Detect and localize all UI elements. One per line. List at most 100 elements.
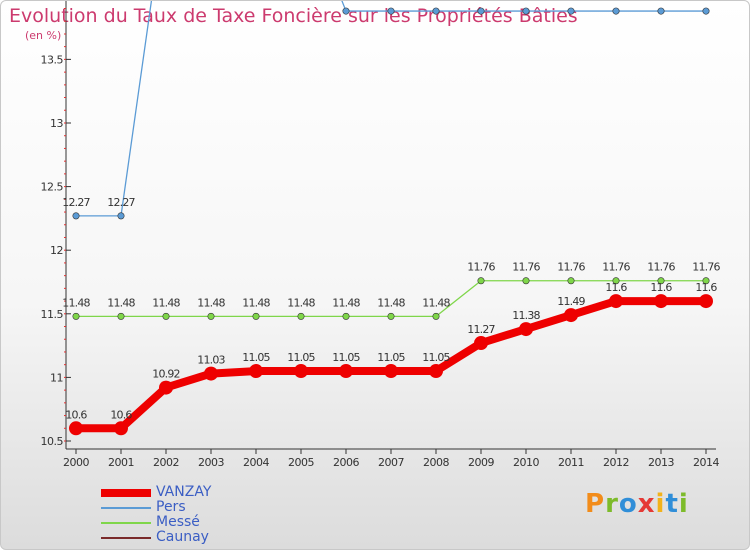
data-label: 11.05 [332, 351, 360, 364]
data-point [657, 277, 665, 285]
legend-swatch [101, 489, 151, 497]
x-tick-label: 2003 [198, 456, 224, 469]
data-label: 11.6 [605, 281, 627, 294]
data-label: 11.48 [332, 296, 360, 309]
data-point [474, 336, 488, 351]
legend-swatch [101, 522, 151, 524]
data-label: 11.27 [467, 323, 495, 336]
logo-letter: o [618, 489, 638, 519]
data-label: 11.76 [467, 261, 495, 274]
unit-label: (en %) [25, 29, 62, 42]
y-tick-label: 11.5 [41, 308, 64, 321]
data-label: 11.48 [152, 296, 180, 309]
data-point [522, 277, 530, 285]
data-label: 13.88 [467, 1, 495, 4]
data-label: 11.76 [512, 261, 540, 274]
legend-swatch [101, 537, 151, 539]
data-point [609, 294, 623, 309]
data-point [612, 7, 620, 15]
x-tick-label: 2006 [333, 456, 359, 469]
data-label: 13.88 [422, 1, 450, 4]
data-point [204, 366, 218, 381]
data-point [429, 364, 443, 379]
data-point [387, 7, 395, 15]
x-tick-label: 2011 [558, 456, 584, 469]
data-point [657, 7, 665, 15]
data-point [567, 277, 575, 285]
data-label: 10.6 [110, 408, 132, 421]
data-label: 11.76 [602, 261, 630, 274]
data-label: 12.27 [107, 196, 135, 209]
data-point [294, 364, 308, 379]
logo-letter: x [637, 489, 656, 519]
data-label: 11.76 [692, 261, 720, 274]
data-point [252, 312, 260, 320]
x-tick-label: 2004 [243, 456, 269, 469]
data-label: 11.05 [242, 351, 270, 364]
data-label: 13.88 [332, 1, 360, 4]
data-label: 13.88 [647, 1, 675, 4]
data-label: 11.6 [695, 281, 717, 294]
data-label: 11.76 [557, 261, 585, 274]
legend-label: Pers [156, 499, 186, 515]
y-tick-label: 10.5 [41, 435, 64, 448]
data-label: 11.05 [422, 351, 450, 364]
x-tick-label: 2002 [153, 456, 179, 469]
data-point [342, 312, 350, 320]
legend-label: Messé [156, 514, 200, 530]
proxiti-logo: Proxiti [585, 489, 689, 519]
x-tick-label: 2000 [63, 456, 89, 469]
data-point [339, 364, 353, 379]
data-label: 11.48 [377, 296, 405, 309]
data-label: 13.88 [377, 1, 405, 4]
data-label: 11.48 [107, 296, 135, 309]
data-point [699, 294, 713, 309]
y-tick-label: 11 [50, 371, 63, 384]
logo-letter: i [655, 489, 666, 519]
y-tick-label: 14 [50, 1, 63, 3]
x-tick-label: 2009 [468, 456, 494, 469]
data-point [477, 277, 485, 285]
logo-letter: i [678, 489, 689, 519]
data-point [72, 312, 80, 320]
data-point [432, 312, 440, 320]
data-point [702, 7, 710, 15]
y-tick-label: 13.5 [41, 53, 64, 66]
data-point [69, 421, 83, 436]
x-tick-label: 2007 [378, 456, 404, 469]
data-label: 13.88 [557, 1, 585, 4]
data-label: 10.92 [152, 368, 180, 381]
series-line-pers [75, 1, 707, 217]
data-point [384, 364, 398, 379]
data-point [702, 277, 710, 285]
data-label: 11.05 [377, 351, 405, 364]
x-tick-label: 2005 [288, 456, 314, 469]
data-label: 11.48 [197, 296, 225, 309]
data-point [387, 312, 395, 320]
data-label: 11.6 [650, 281, 672, 294]
data-label: 11.48 [422, 296, 450, 309]
data-label: 11.48 [62, 296, 90, 309]
x-tick-label: 2014 [693, 456, 719, 469]
data-label: 11.76 [647, 261, 675, 274]
data-label: 11.38 [512, 309, 540, 322]
data-label: 13.88 [602, 1, 630, 4]
y-tick-label: 12.5 [41, 181, 64, 194]
data-point [117, 212, 125, 220]
legend-label: Caunay [156, 529, 209, 545]
data-point [162, 312, 170, 320]
x-tick-label: 2010 [513, 456, 539, 469]
data-label: 11.49 [557, 295, 585, 308]
logo-letter: t [665, 489, 679, 519]
data-label: 11.48 [242, 296, 270, 309]
logo-letter: P [585, 489, 606, 519]
legend-label: VANZAY [156, 484, 212, 500]
data-label: 13.88 [692, 1, 720, 4]
logo-letter: r [605, 489, 619, 519]
y-tick-label: 13 [50, 117, 63, 130]
data-point [477, 7, 485, 15]
data-point [159, 380, 173, 395]
legend-swatch [101, 507, 151, 509]
data-point [522, 7, 530, 15]
